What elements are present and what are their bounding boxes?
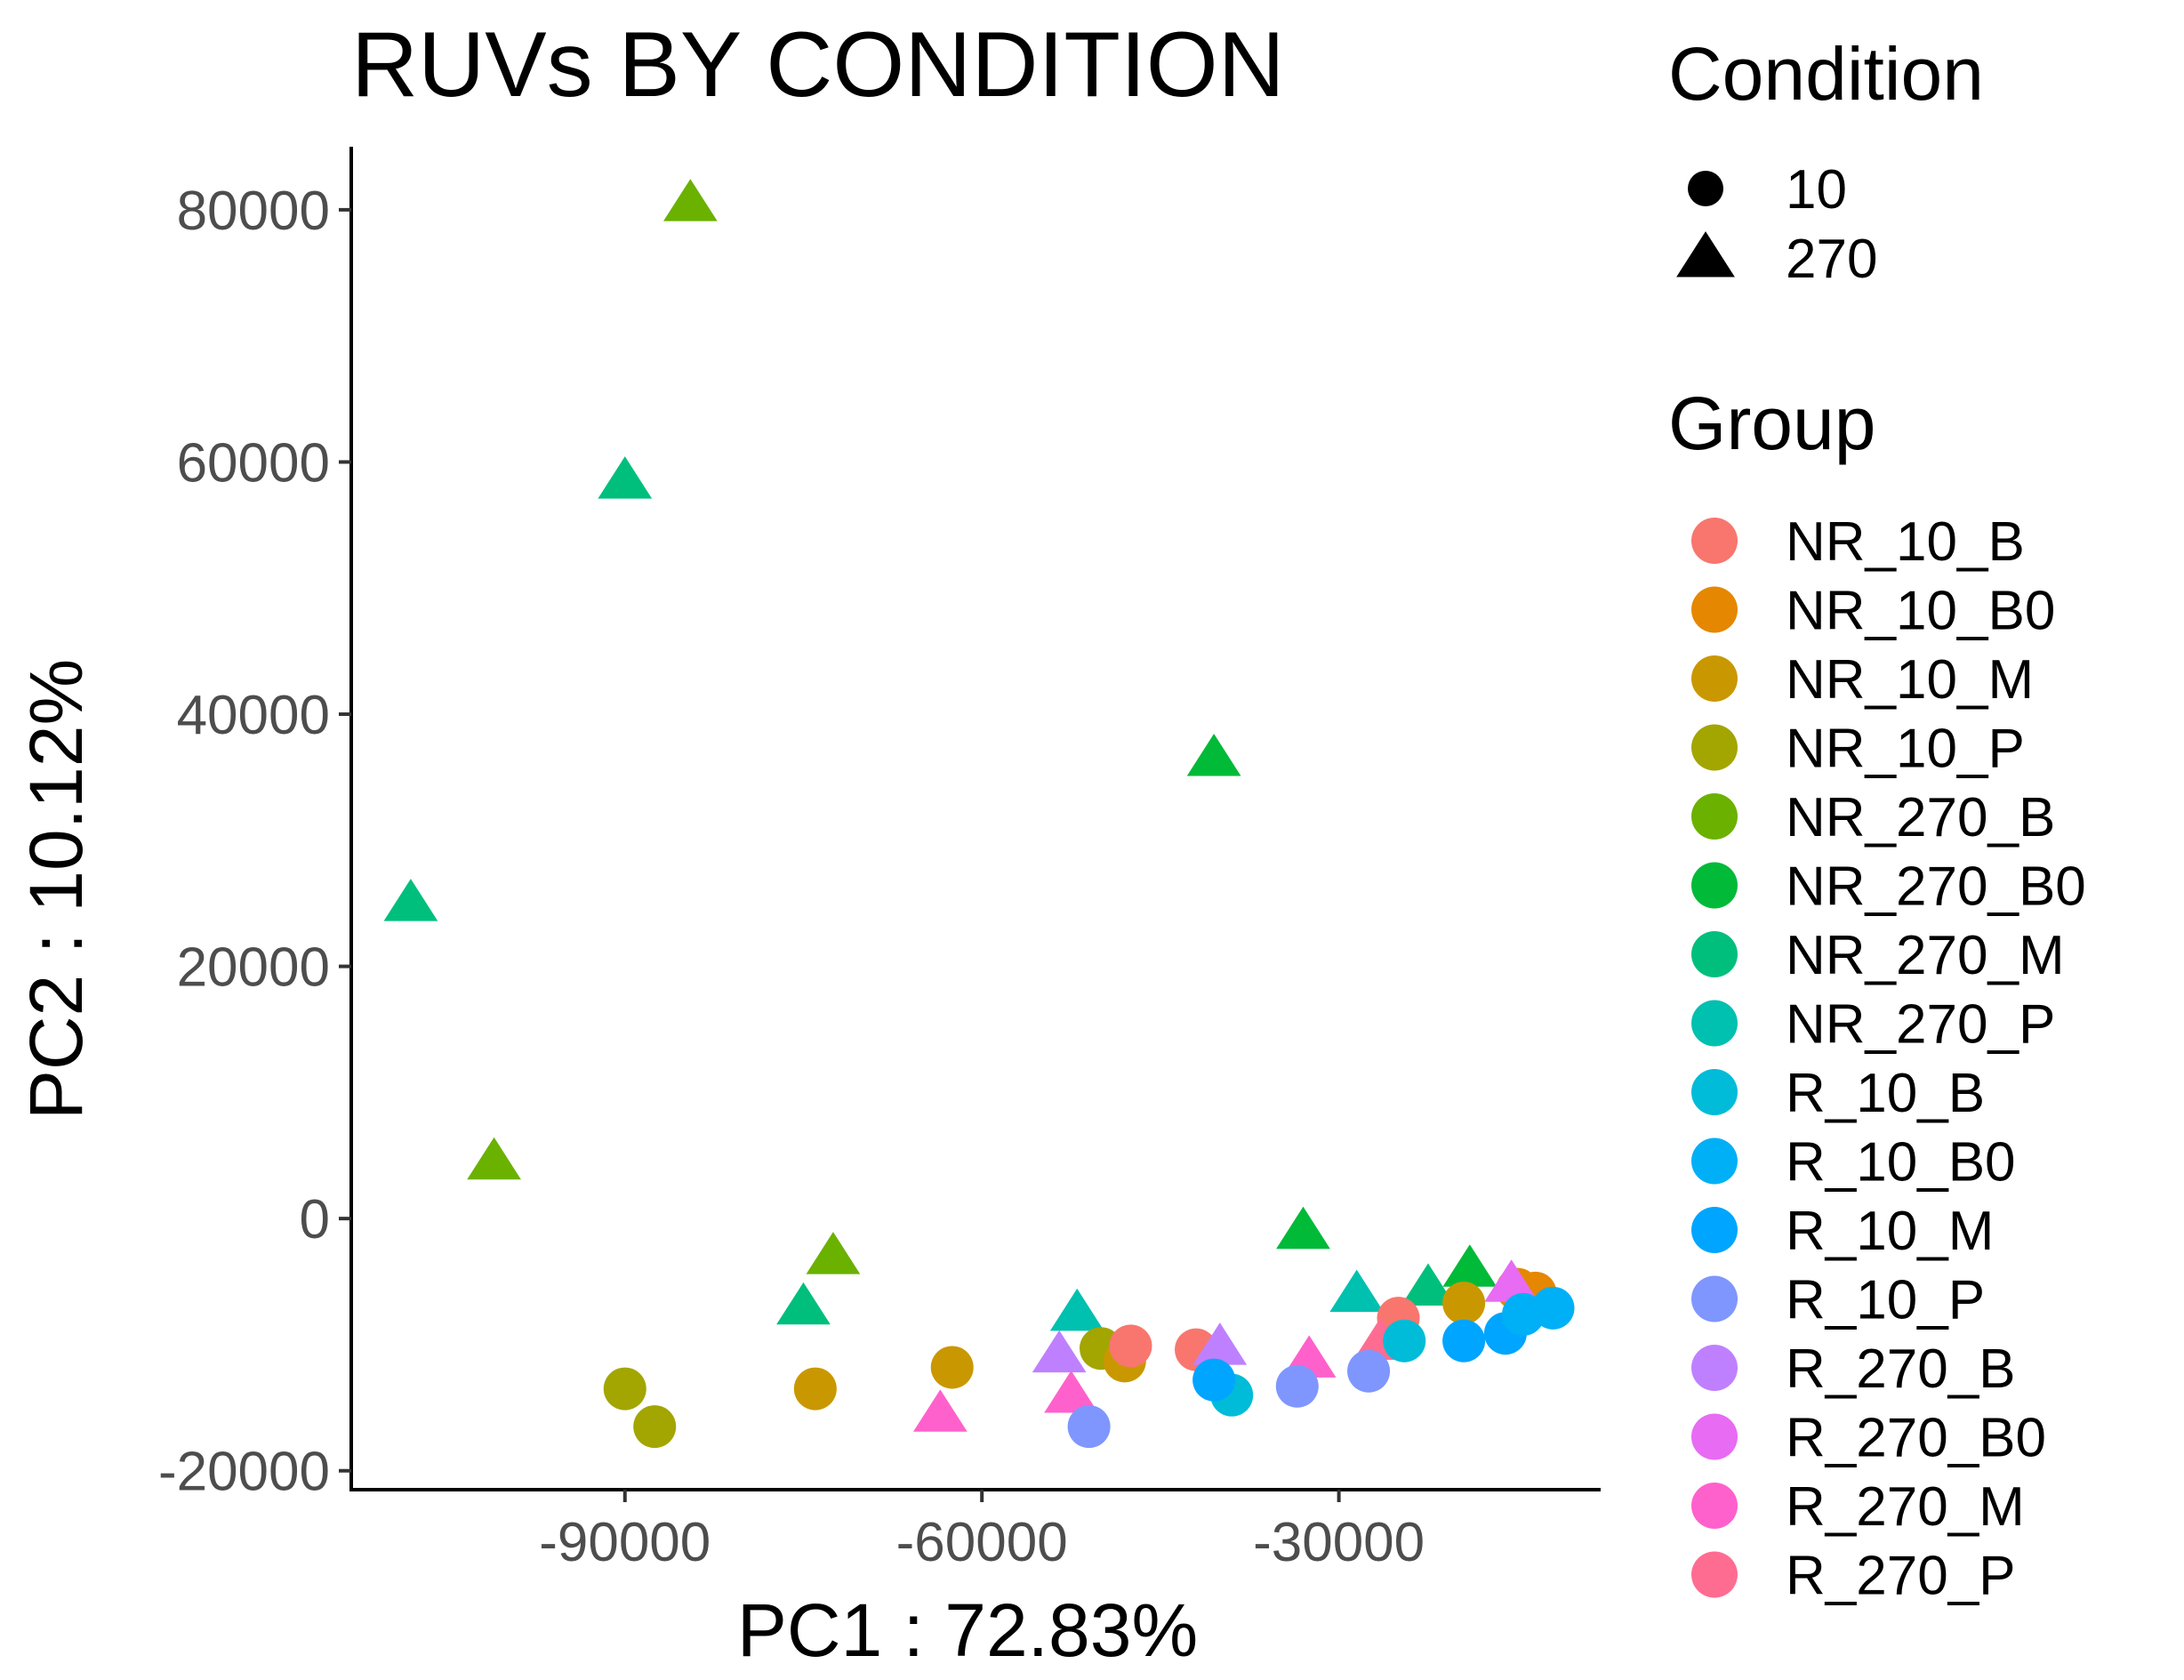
data-points: [383, 179, 1575, 1449]
color-legend-label: NR_270_B: [1786, 787, 2055, 848]
data-point-circle: [1192, 1358, 1236, 1402]
legend-key-circle: [1688, 171, 1723, 206]
data-point-triangle: [1484, 1259, 1539, 1302]
data-point-circle: [633, 1405, 677, 1449]
color-legend: NR_10_B NR_10_B0 NR_10_M NR_10_P NR_270_B NR_…: [1691, 511, 2086, 1607]
data-point-circle: [603, 1367, 646, 1411]
data-point-circle: [1383, 1319, 1426, 1362]
legend-color-swatch: [1691, 931, 1738, 977]
data-point-triangle: [662, 179, 718, 221]
data-point-triangle: [467, 1137, 521, 1180]
legend-color-swatch: [1691, 862, 1738, 909]
data-point-triangle: [1032, 1330, 1087, 1373]
data-point-circle: [1109, 1324, 1152, 1368]
y-tick-label: 40000: [177, 685, 330, 746]
color-legend-label: NR_270_P: [1786, 994, 2055, 1056]
color-legend-label: R_270_B: [1786, 1338, 2016, 1400]
legend-color-swatch: [1691, 655, 1738, 702]
data-point-circle: [1275, 1364, 1319, 1408]
legend-color-swatch: [1691, 518, 1738, 564]
color-legend-label: NR_270_B0: [1786, 856, 2086, 918]
x-axis-title: PC1 : 72.83%: [737, 1588, 1198, 1672]
data-point-circle: [1442, 1319, 1486, 1362]
color-legend-label: NR_10_P: [1786, 719, 2025, 780]
data-point-triangle: [1044, 1371, 1098, 1413]
legend-color-swatch: [1691, 1137, 1738, 1185]
x-tick-label: -90000: [539, 1512, 711, 1573]
data-point-triangle: [776, 1282, 831, 1325]
data-point-triangle: [1401, 1263, 1456, 1306]
legend-color-swatch: [1691, 1069, 1738, 1115]
legend-color-swatch: [1691, 1275, 1738, 1322]
y-tick-label: 0: [300, 1189, 330, 1250]
color-legend-label: NR_10_B0: [1786, 581, 2055, 642]
color-legend-label: NR_270_M: [1786, 925, 2065, 986]
legend-color-swatch: [1691, 793, 1738, 840]
y-axis-ticks: -20000 0 20000 40000 60000 80000: [158, 181, 351, 1503]
legend-color-swatch: [1691, 586, 1738, 633]
data-point-triangle: [1192, 1322, 1248, 1365]
data-point-circle: [1067, 1405, 1111, 1449]
data-point-triangle: [1186, 734, 1241, 776]
color-legend-label: R_10_B0: [1786, 1132, 2016, 1194]
y-axis-title: PC2 : 10.12%: [14, 659, 98, 1120]
legend-color-swatch: [1691, 1483, 1738, 1529]
data-point-triangle: [1049, 1288, 1104, 1331]
data-point-triangle: [383, 879, 438, 921]
legend-key-triangle: [1676, 231, 1735, 277]
plot-area: -90000 -60000 -30000 -20000 0 20000 40000 6000…: [158, 147, 1601, 1573]
data-point-circle: [1531, 1286, 1575, 1330]
data-point-circle: [930, 1346, 974, 1389]
color-legend-label: R_10_P: [1786, 1270, 1985, 1331]
data-point-triangle: [912, 1389, 968, 1432]
shape-legend-label: 10: [1786, 159, 1847, 221]
color-legend-label: R_10_B: [1786, 1063, 1985, 1124]
color-legend-label: R_270_M: [1786, 1476, 2025, 1538]
chart-title: RUVs BY CONDITION: [351, 13, 1285, 117]
color-legend-label: NR_10_B: [1786, 511, 2025, 573]
legend-color-swatch: [1691, 724, 1738, 771]
color-legend-title: Group: [1668, 382, 1875, 465]
color-legend-label: R_270_B0: [1786, 1408, 2046, 1469]
legend-color-swatch: [1691, 1345, 1738, 1391]
data-point-triangle: [1442, 1244, 1497, 1287]
data-point-triangle: [598, 456, 653, 499]
data-point-triangle: [1329, 1269, 1385, 1313]
x-axis-ticks: -90000 -60000 -30000: [539, 1490, 1425, 1573]
legend-color-swatch: [1691, 1207, 1738, 1253]
data-point-circle: [1442, 1282, 1486, 1325]
color-legend-label: R_270_P: [1786, 1546, 2016, 1607]
data-point-triangle: [806, 1232, 861, 1274]
data-point-circle: [1347, 1349, 1391, 1393]
color-legend-label: R_10_M: [1786, 1201, 1994, 1262]
y-tick-label: 60000: [177, 432, 330, 494]
legend-color-swatch: [1691, 1551, 1738, 1598]
x-tick-label: -60000: [896, 1512, 1068, 1573]
data-point-circle: [793, 1367, 837, 1411]
y-tick-label: -20000: [158, 1442, 330, 1503]
legend-color-swatch: [1691, 1413, 1738, 1460]
y-tick-label: 20000: [177, 937, 330, 999]
x-tick-label: -30000: [1253, 1512, 1425, 1573]
y-tick-label: 80000: [177, 181, 330, 242]
legend-color-swatch: [1691, 1000, 1738, 1047]
data-point-triangle: [1276, 1206, 1330, 1250]
color-legend-label: NR_10_M: [1786, 649, 2034, 711]
shape-legend-title: Condition: [1668, 32, 1984, 116]
shape-legend-label: 270: [1786, 229, 1877, 290]
